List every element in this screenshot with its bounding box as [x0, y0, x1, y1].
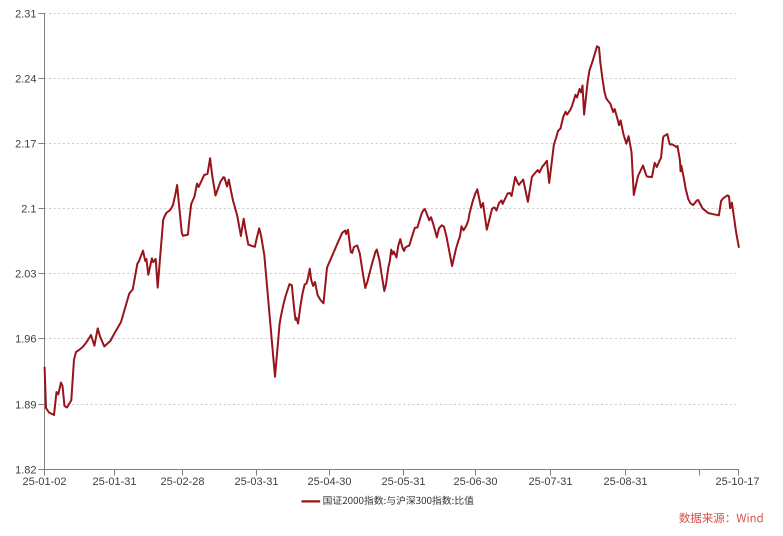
svg-text:25-01-31: 25-01-31 [92, 476, 136, 488]
svg-text:1.89: 1.89 [15, 399, 36, 411]
svg-text:2.17: 2.17 [15, 138, 36, 150]
svg-text:25-10-17: 25-10-17 [715, 476, 759, 488]
svg-text:25-05-31: 25-05-31 [381, 476, 425, 488]
svg-text:25-01-02: 25-01-02 [22, 476, 66, 488]
svg-text:25-04-30: 25-04-30 [307, 476, 351, 488]
svg-text:25-08-31: 25-08-31 [603, 476, 647, 488]
svg-text:25-07-31: 25-07-31 [528, 476, 572, 488]
svg-text:1.82: 1.82 [15, 464, 36, 476]
svg-text:25-03-31: 25-03-31 [234, 476, 278, 488]
svg-text:2.31: 2.31 [15, 8, 36, 20]
svg-text:2.24: 2.24 [15, 73, 36, 85]
svg-text:25-06-30: 25-06-30 [453, 476, 497, 488]
svg-text:2.03: 2.03 [15, 268, 36, 280]
svg-text:1.96: 1.96 [15, 333, 36, 345]
svg-text:2.1: 2.1 [21, 203, 36, 215]
svg-text:25-02-28: 25-02-28 [160, 476, 204, 488]
